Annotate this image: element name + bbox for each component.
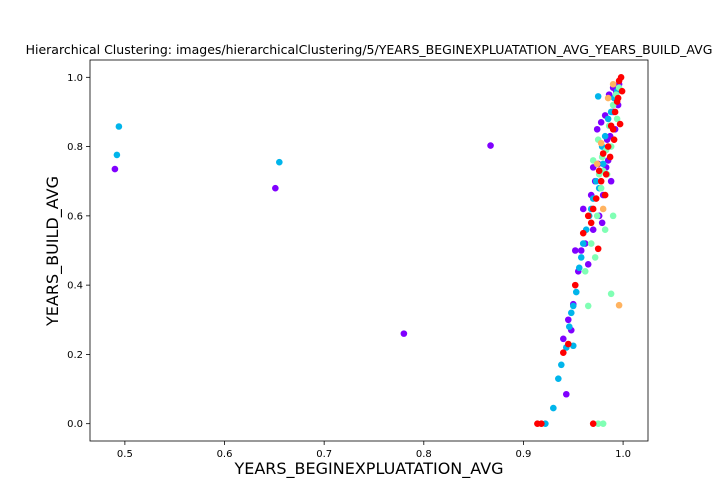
scatter-point [609, 212, 617, 220]
y-tick-label: 0.4 [67, 281, 83, 292]
scatter-point [601, 132, 609, 140]
chart-title: Hierarchical Clustering: images/hierarch… [26, 42, 713, 57]
y-axis-ticks: 0.0 0.2 0.4 0.6 0.8 1.0 [67, 73, 90, 430]
scatter-point [584, 302, 592, 310]
scatter-point [617, 74, 625, 81]
y-tick-label: 1.0 [67, 73, 83, 84]
x-tick-label: 0.9 [515, 449, 531, 460]
y-tick-label: 0.6 [67, 211, 83, 222]
scatter-point [113, 151, 121, 159]
scatter-point [592, 177, 600, 185]
y-tick-label: 0.0 [67, 419, 83, 430]
y-axis-label: YEARS_BUILD_AVG [43, 176, 63, 327]
scatter-point [616, 120, 624, 128]
scatter-point [567, 309, 575, 317]
x-tick-label: 0.6 [217, 449, 233, 460]
scatter-point [611, 108, 619, 116]
scatter-point [538, 420, 545, 427]
scatter-point [613, 115, 621, 123]
scatter-point [614, 94, 622, 102]
scatter-point [577, 254, 585, 261]
scatter-point [564, 316, 572, 324]
scatter-point [597, 184, 605, 192]
x-tick-label: 0.7 [316, 449, 332, 460]
scatter-point [577, 247, 585, 254]
scatter-point [565, 323, 573, 331]
scatter-point [589, 205, 597, 213]
y-tick-label: 0.2 [67, 350, 83, 361]
scatter-point [610, 136, 618, 143]
plot-frame [89, 59, 649, 442]
scatter-point [604, 94, 612, 102]
scatter-point [579, 205, 587, 213]
scatter-point [599, 420, 607, 427]
scatter-point [601, 191, 609, 199]
scatter-point [115, 123, 123, 130]
scatter-point [593, 125, 601, 133]
scatter-point [597, 139, 605, 147]
scatter-point [594, 93, 602, 100]
x-tick-label: 0.8 [416, 449, 432, 460]
scatter-point [597, 119, 605, 126]
scatter-point [572, 288, 580, 296]
scatter-point [604, 115, 612, 123]
scatter-point [560, 335, 567, 343]
scatter-point [609, 125, 617, 133]
scatter-point [594, 245, 602, 253]
x-axis-label: YEARS_BEGINEXPLUATATION_AVG [233, 459, 503, 479]
scatter-point [579, 240, 587, 247]
scatter-point [598, 219, 606, 227]
scatter-point [595, 167, 603, 175]
scatter-point [562, 390, 570, 398]
scatter-point [569, 302, 577, 310]
scatter-point [581, 267, 589, 275]
scatter-point [593, 212, 601, 220]
scatter-point [601, 226, 609, 234]
scatter-point [597, 177, 605, 185]
scatter-point [599, 205, 607, 213]
scatter-point [594, 420, 602, 427]
scatter-point [555, 375, 562, 382]
y-tick-label: 0.8 [67, 142, 83, 153]
scatter-point [589, 420, 597, 427]
scatter-point [276, 158, 283, 166]
scatter-point [587, 219, 595, 227]
scatter-point [618, 87, 626, 95]
scatter-point [591, 254, 599, 261]
scatter-point [593, 160, 601, 168]
scatter-point [560, 349, 567, 356]
x-axis-ticks: 0.5 0.6 0.7 0.8 0.9 1.0 [117, 441, 631, 460]
scatter-point [569, 342, 577, 350]
scatter-point [584, 212, 592, 220]
scatter-point [602, 171, 610, 178]
scatter-point [272, 184, 279, 192]
scatter-point [604, 143, 612, 150]
data-points [111, 74, 626, 427]
scatter-point [571, 247, 579, 254]
scatter-point [587, 240, 595, 247]
scatter-point [400, 330, 408, 337]
scatter-point [589, 226, 597, 234]
scatter-point [609, 80, 617, 88]
scatter-point [607, 290, 615, 298]
scatter-point [599, 150, 607, 157]
scatter-point [575, 264, 583, 272]
scatter-point [592, 195, 600, 202]
x-tick-label: 0.5 [117, 449, 133, 460]
scatter-point [607, 177, 615, 185]
scatter-point [564, 340, 572, 348]
scatter-point [615, 301, 623, 309]
scatter-point [111, 165, 119, 173]
scatter-point [579, 229, 587, 237]
scatter-point [550, 404, 557, 412]
scatter-point [558, 361, 565, 369]
scatter-point [584, 261, 592, 268]
scatter-point [606, 153, 614, 161]
x-tick-label: 1.0 [615, 449, 631, 460]
scatter-point [487, 142, 494, 149]
scatter-point [571, 281, 579, 289]
scatter-point [599, 160, 607, 168]
